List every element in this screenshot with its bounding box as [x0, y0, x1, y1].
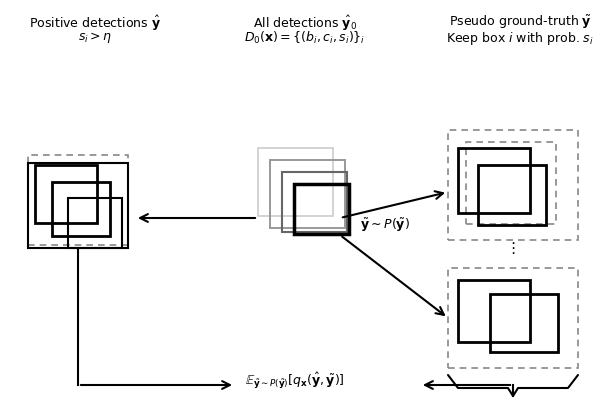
Bar: [35, 165, 97, 223]
Bar: [490, 294, 558, 352]
Text: $s_i > \eta$: $s_i > \eta$: [78, 30, 112, 45]
Text: $\vdots$: $\vdots$: [505, 240, 515, 256]
Bar: [458, 148, 530, 213]
Text: Pseudo ground-truth $\tilde{\mathbf{y}}$: Pseudo ground-truth $\tilde{\mathbf{y}}$: [448, 14, 591, 32]
Bar: [466, 142, 556, 224]
Text: $\tilde{\mathbf{y}} \sim P(\tilde{\mathbf{y}})$: $\tilde{\mathbf{y}} \sim P(\tilde{\mathb…: [360, 216, 410, 234]
Text: Keep box $i$ with prob. $s_i$: Keep box $i$ with prob. $s_i$: [446, 30, 594, 47]
Bar: [28, 163, 128, 248]
Text: $\mathbb{E}_{\tilde{\mathbf{y}}\sim P(\tilde{\mathbf{y}})}[q_{\mathbf{x}}(\hat{\: $\mathbb{E}_{\tilde{\mathbf{y}}\sim P(\t…: [245, 371, 345, 391]
Bar: [458, 280, 530, 342]
Bar: [448, 130, 578, 240]
Bar: [28, 155, 128, 245]
Text: $D_0(\mathbf{x}) = \{(b_i, c_i, s_i)\}_i$: $D_0(\mathbf{x}) = \{(b_i, c_i, s_i)\}_i…: [245, 30, 366, 46]
Bar: [448, 268, 578, 368]
Bar: [52, 182, 110, 236]
Text: All detections $\hat{\mathbf{y}}_0$: All detections $\hat{\mathbf{y}}_0$: [253, 14, 357, 33]
Bar: [294, 184, 349, 234]
Bar: [478, 165, 546, 225]
Bar: [68, 198, 122, 248]
Bar: [258, 148, 333, 216]
Bar: [270, 160, 345, 228]
Bar: [282, 172, 347, 232]
Text: Positive detections $\hat{\mathbf{y}}$: Positive detections $\hat{\mathbf{y}}$: [29, 14, 161, 33]
